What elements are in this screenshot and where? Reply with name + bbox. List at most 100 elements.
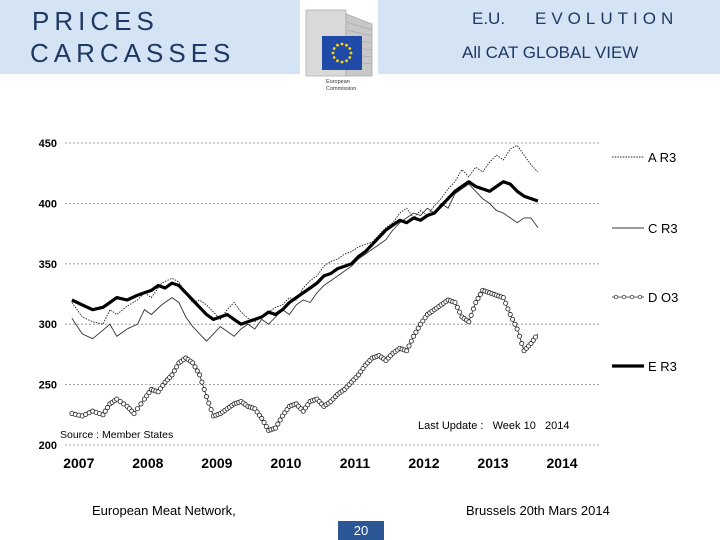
series-point-d-o3 bbox=[174, 364, 180, 370]
series-point-d-o3 bbox=[468, 312, 474, 318]
series-point-d-o3 bbox=[500, 295, 506, 301]
y-tick-label: 400 bbox=[39, 198, 57, 210]
series-point-d-o3 bbox=[144, 393, 150, 399]
logo-text-european: European bbox=[326, 79, 350, 85]
series-point-d-o3 bbox=[507, 312, 513, 318]
series-point-d-o3 bbox=[360, 365, 366, 371]
legend-marker bbox=[613, 294, 619, 300]
series-point-d-o3 bbox=[415, 325, 421, 331]
series-point-d-o3 bbox=[199, 379, 205, 385]
subtitle-eu: E.U. bbox=[472, 9, 506, 28]
series-point-d-o3 bbox=[470, 306, 476, 312]
y-tick-label: 350 bbox=[39, 259, 57, 271]
series-point-d-o3 bbox=[157, 386, 163, 392]
series-point-d-o3 bbox=[114, 396, 120, 402]
series-line-e-r3 bbox=[71, 180, 539, 326]
last-update-note: Last Update : Week 10 2014 bbox=[418, 420, 569, 432]
series-point-d-o3 bbox=[259, 415, 265, 421]
series-point-d-o3 bbox=[155, 389, 161, 395]
series-line-c-r3 bbox=[71, 183, 539, 342]
series-point-d-o3 bbox=[413, 329, 419, 335]
series-point-d-o3 bbox=[201, 386, 207, 392]
series-point-d-o3 bbox=[254, 409, 260, 415]
series-point-d-o3 bbox=[510, 316, 516, 322]
series-point-d-o3 bbox=[530, 337, 536, 343]
x-tick-label: 2014 bbox=[546, 455, 577, 471]
legend-label-a-r3: A R3 bbox=[648, 150, 676, 165]
series-point-d-o3 bbox=[208, 407, 214, 413]
footer-right: Brussels 20th Mars 2014 bbox=[466, 503, 610, 518]
series-point-d-o3 bbox=[519, 341, 525, 347]
series-point-d-o3 bbox=[121, 401, 127, 407]
series-point-d-o3 bbox=[358, 369, 364, 375]
x-tick-label: 2010 bbox=[270, 455, 301, 471]
y-tick-label: 450 bbox=[39, 138, 57, 150]
title-line-1: PRICES bbox=[32, 6, 159, 36]
series-point-d-o3 bbox=[131, 411, 137, 417]
logo-text-commission: Commission bbox=[326, 86, 356, 92]
series-point-d-o3 bbox=[275, 421, 281, 427]
series-point-d-o3 bbox=[505, 306, 511, 312]
series-point-d-o3 bbox=[284, 407, 290, 413]
series-point-d-o3 bbox=[279, 413, 285, 419]
series-point-d-o3 bbox=[273, 425, 279, 431]
series-point-d-o3 bbox=[146, 390, 152, 396]
series-point-d-o3 bbox=[117, 399, 123, 405]
eu-flag bbox=[322, 36, 362, 70]
subtitle-evolution: EVOLUTION bbox=[535, 9, 679, 28]
x-tick-label: 2009 bbox=[201, 455, 232, 471]
series-point-d-o3 bbox=[190, 360, 196, 366]
european-commission-logo: European Commission bbox=[300, 0, 378, 100]
series-point-d-o3 bbox=[192, 364, 198, 370]
header-left-panel: PRICES CARCASSES bbox=[0, 0, 300, 74]
series-point-d-o3 bbox=[528, 341, 534, 347]
series-point-d-o3 bbox=[263, 423, 269, 429]
series-point-d-o3 bbox=[105, 405, 111, 411]
legend-marker bbox=[629, 294, 635, 300]
series-point-d-o3 bbox=[134, 406, 140, 412]
y-tick-label: 300 bbox=[39, 319, 57, 331]
x-tick-label: 2012 bbox=[408, 455, 439, 471]
series-point-d-o3 bbox=[454, 304, 460, 310]
series-point-d-o3 bbox=[160, 382, 166, 388]
series-point-d-o3 bbox=[261, 419, 267, 425]
series-point-d-o3 bbox=[452, 299, 458, 305]
title-line-2: CARCASSES bbox=[30, 38, 236, 68]
x-tick-label: 2007 bbox=[63, 455, 94, 471]
series-point-d-o3 bbox=[171, 368, 177, 374]
series-point-d-o3 bbox=[197, 372, 203, 378]
legend-label-c-r3: C R3 bbox=[648, 221, 678, 236]
series-point-d-o3 bbox=[277, 417, 283, 423]
series-point-d-o3 bbox=[169, 372, 175, 378]
series-point-d-o3 bbox=[102, 408, 108, 414]
series-point-d-o3 bbox=[466, 319, 472, 325]
source-note: Source : Member States bbox=[60, 429, 173, 441]
y-tick-label: 200 bbox=[39, 440, 57, 452]
series-point-d-o3 bbox=[256, 412, 262, 418]
series-point-d-o3 bbox=[141, 396, 147, 402]
series-point-d-o3 bbox=[473, 299, 479, 305]
legend-label-e-r3: E R3 bbox=[648, 359, 677, 374]
legend-marker bbox=[621, 294, 627, 300]
subtitle-global-view: All CAT GLOBAL VIEW bbox=[462, 43, 639, 62]
series-point-d-o3 bbox=[477, 291, 483, 297]
series-point-d-o3 bbox=[194, 368, 200, 374]
series-point-d-o3 bbox=[418, 321, 424, 327]
series-point-d-o3 bbox=[514, 326, 520, 332]
series-point-d-o3 bbox=[422, 315, 428, 321]
header-right-panel: E.U. EVOLUTION All CAT GLOBAL VIEW bbox=[378, 0, 720, 74]
series-point-d-o3 bbox=[406, 343, 412, 349]
y-tick-label: 250 bbox=[39, 380, 57, 392]
series-point-d-o3 bbox=[404, 348, 410, 354]
series-point-d-o3 bbox=[533, 334, 539, 340]
legend-label-d-o3: D O3 bbox=[648, 290, 678, 305]
series-point-d-o3 bbox=[252, 406, 258, 412]
series-point-d-o3 bbox=[305, 402, 311, 408]
page-number-badge: 20 bbox=[338, 521, 384, 540]
x-tick-label: 2011 bbox=[340, 455, 371, 471]
x-tick-label: 2013 bbox=[477, 455, 508, 471]
series-point-d-o3 bbox=[408, 338, 414, 344]
series-point-d-o3 bbox=[420, 318, 426, 324]
legend-marker bbox=[637, 294, 643, 300]
